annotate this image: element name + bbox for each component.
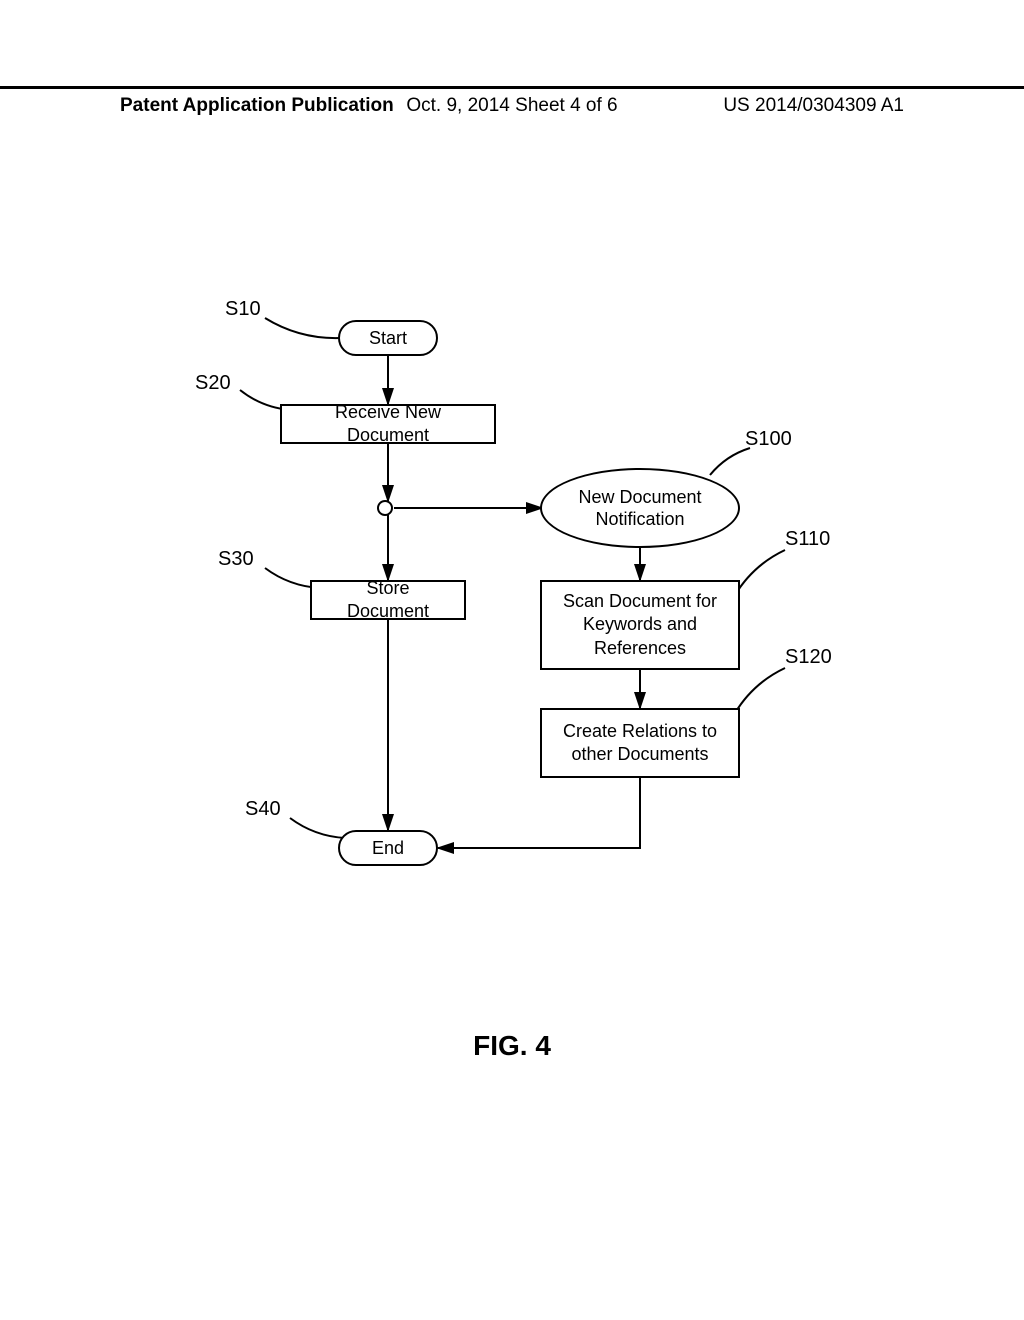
header-sheet: Oct. 9, 2014 Sheet 4 of 6 (406, 95, 617, 117)
figure-caption: FIG. 4 (0, 1030, 1024, 1062)
node-end-label: End (372, 838, 404, 859)
label-s10: S10 (225, 298, 261, 321)
header-publication: Patent Application Publication (0, 95, 394, 117)
label-s30: S30 (218, 548, 254, 571)
page-header: Patent Application Publication Oct. 9, 2… (0, 86, 1024, 117)
label-s110: S110 (785, 528, 830, 551)
node-end: End (338, 830, 438, 866)
node-scan-label: Scan Document forKeywords andReferences (563, 590, 717, 660)
node-start-label: Start (369, 328, 407, 349)
flowchart: Start Receive New Document Store Documen… (190, 310, 890, 950)
node-create-relations: Create Relations toother Documents (540, 708, 740, 778)
label-s20: S20 (195, 372, 231, 395)
label-s120: S120 (785, 646, 832, 669)
node-store-document: Store Document (310, 580, 466, 620)
label-s100: S100 (745, 428, 792, 451)
node-store-label: Store Document (326, 577, 450, 624)
node-relations-label: Create Relations toother Documents (563, 720, 717, 767)
node-start: Start (338, 320, 438, 356)
label-s40: S40 (245, 798, 281, 821)
node-new-document-notification: New DocumentNotification (540, 468, 740, 548)
header-docnum: US 2014/0304309 A1 (723, 95, 1024, 117)
node-scan-document: Scan Document forKeywords andReferences (540, 580, 740, 670)
node-receive-label: Receive New Document (296, 401, 480, 448)
node-notify-label: New DocumentNotification (578, 486, 701, 531)
node-receive-document: Receive New Document (280, 404, 496, 444)
